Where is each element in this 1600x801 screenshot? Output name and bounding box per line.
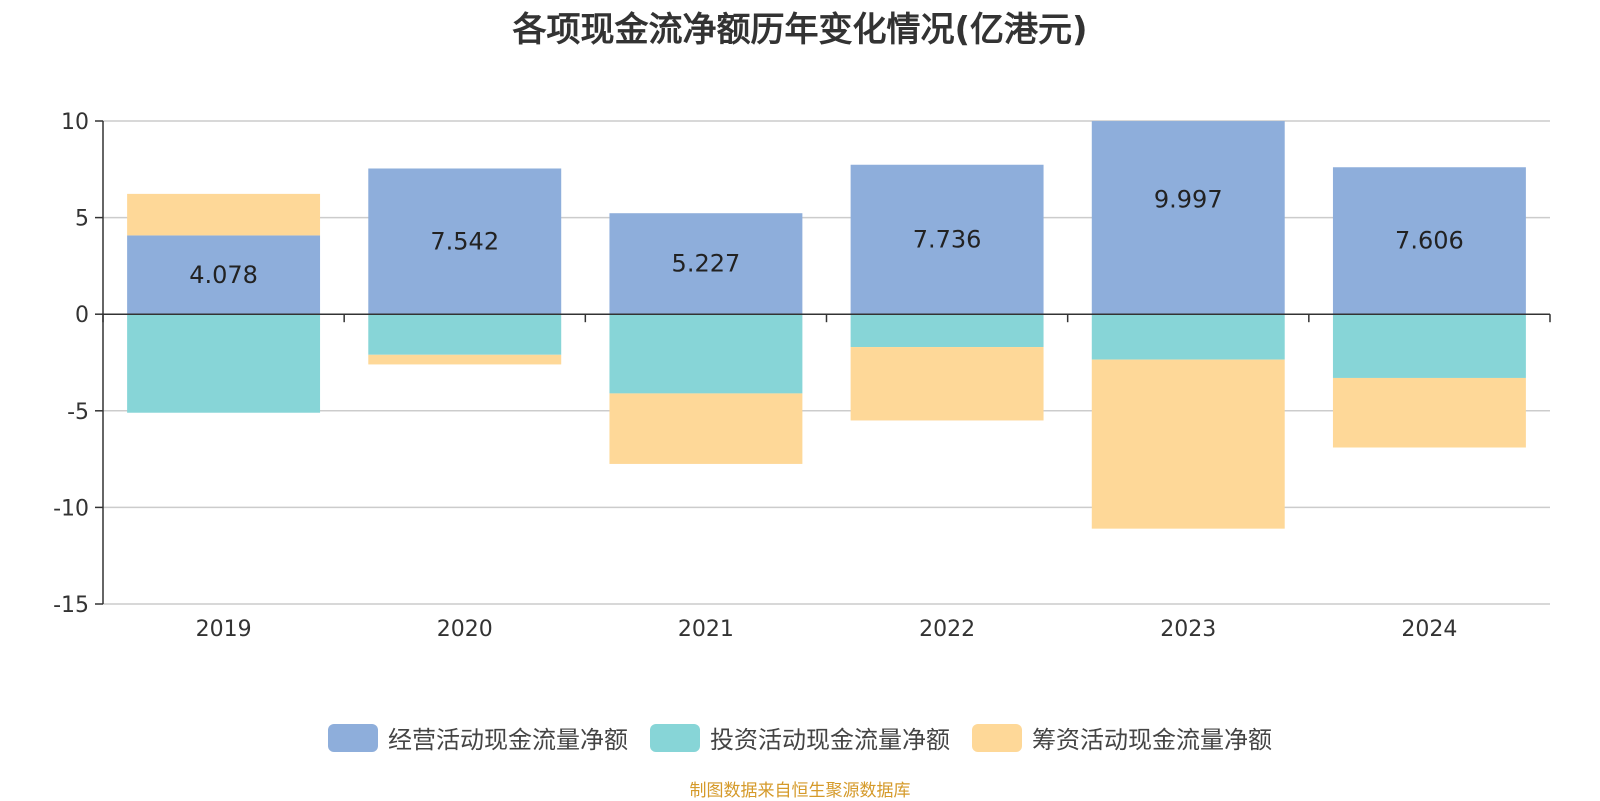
y-tick-label: 0 — [75, 303, 89, 328]
y-tick-label: -5 — [67, 400, 89, 425]
source-note: 制图数据来自恒生聚源数据库 — [689, 781, 911, 801]
bar-operating — [609, 213, 803, 315]
bar-financing — [1332, 377, 1526, 448]
bar-investing — [609, 314, 803, 394]
y-tick-label: 10 — [61, 110, 89, 135]
y-tick-label: -10 — [53, 496, 89, 521]
chart-plot-area: 10 5 0 -5 -10 -15 4.078 2019 7.542 2020 5.227 2021 7… — [53, 110, 1551, 642]
legend-label-financing: 筹资活动现金流量净额 — [1032, 726, 1272, 754]
data-label: 7.736 — [913, 225, 982, 253]
bar-investing — [127, 314, 321, 413]
data-label: 4.078 — [189, 261, 258, 289]
bar-financing — [609, 393, 803, 464]
x-tick-label: 2021 — [678, 617, 734, 642]
legend-swatch-investing — [650, 723, 700, 752]
bar-investing — [1091, 314, 1285, 360]
chart-legend: 经营活动现金流量净额 投资活动现金流量净额 筹资活动现金流量净额 — [0, 720, 1600, 755]
x-tick-label: 2019 — [196, 617, 252, 642]
x-tick-label: 2023 — [1160, 617, 1216, 642]
bar-investing — [1332, 314, 1526, 378]
data-label: 5.227 — [672, 250, 741, 278]
bar-financing — [850, 347, 1044, 421]
data-label: 9.997 — [1154, 186, 1223, 214]
legend-item-investing[interactable]: 投资活动现金流量净额 — [650, 720, 950, 755]
data-label: 7.542 — [430, 227, 499, 255]
legend-item-operating[interactable]: 经营活动现金流量净额 — [328, 720, 628, 755]
bar-operating — [368, 168, 562, 315]
bar-financing — [368, 354, 562, 365]
bar-financing — [1091, 359, 1285, 529]
bar-operating — [850, 164, 1044, 315]
x-tick-label: 2022 — [919, 617, 975, 642]
legend-swatch-operating — [328, 723, 378, 752]
x-tick-label: 2020 — [437, 617, 493, 642]
bar-investing — [850, 314, 1044, 348]
legend-item-financing[interactable]: 筹资活动现金流量净额 — [972, 720, 1272, 755]
y-tick-label: -15 — [53, 593, 89, 618]
bar-financing — [127, 193, 321, 236]
bar-operating — [1332, 167, 1526, 315]
bar-operating — [1091, 121, 1285, 315]
x-tick-label: 2024 — [1401, 617, 1457, 642]
legend-swatch-financing — [972, 723, 1022, 752]
y-tick-label: 5 — [75, 207, 89, 232]
bar-operating — [127, 235, 321, 315]
chart-title: 各项现金流净额历年变化情况(亿港元) — [512, 10, 1088, 50]
bar-investing — [368, 314, 562, 355]
data-label: 7.606 — [1395, 227, 1464, 255]
legend-label-operating: 经营活动现金流量净额 — [388, 726, 628, 754]
legend-label-investing: 投资活动现金流量净额 — [710, 726, 950, 754]
